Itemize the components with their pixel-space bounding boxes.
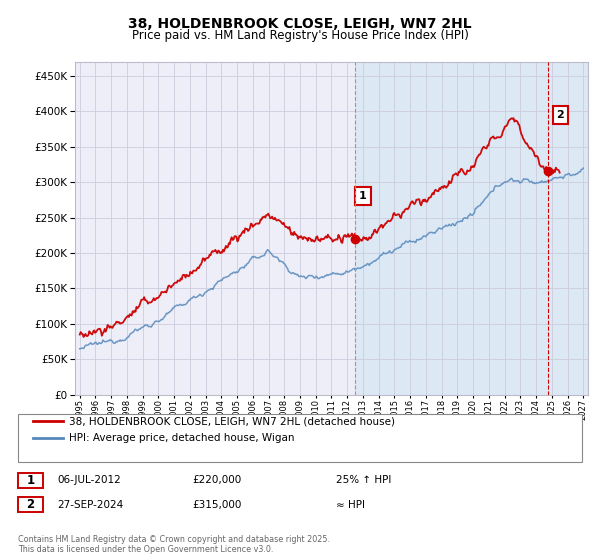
Text: 1: 1: [26, 474, 35, 487]
Text: 38, HOLDENBROOK CLOSE, LEIGH, WN7 2HL: 38, HOLDENBROOK CLOSE, LEIGH, WN7 2HL: [128, 17, 472, 31]
Text: 38, HOLDENBROOK CLOSE, LEIGH, WN7 2HL (detached house): 38, HOLDENBROOK CLOSE, LEIGH, WN7 2HL (d…: [69, 416, 395, 426]
Text: Price paid vs. HM Land Registry's House Price Index (HPI): Price paid vs. HM Land Registry's House …: [131, 29, 469, 42]
Bar: [355, 62, 588, 395]
Text: 25% ↑ HPI: 25% ↑ HPI: [336, 475, 391, 486]
Text: Contains HM Land Registry data © Crown copyright and database right 2025.
This d: Contains HM Land Registry data © Crown c…: [18, 535, 330, 554]
Text: ≈ HPI: ≈ HPI: [336, 500, 365, 510]
Text: HPI: Average price, detached house, Wigan: HPI: Average price, detached house, Wiga…: [69, 433, 295, 443]
Text: 1: 1: [359, 192, 367, 201]
Text: £315,000: £315,000: [192, 500, 241, 510]
Text: 27-SEP-2024: 27-SEP-2024: [57, 500, 123, 510]
Text: £220,000: £220,000: [192, 475, 241, 486]
Text: 2: 2: [557, 110, 565, 120]
Text: 06-JUL-2012: 06-JUL-2012: [57, 475, 121, 486]
Text: 2: 2: [26, 498, 35, 511]
